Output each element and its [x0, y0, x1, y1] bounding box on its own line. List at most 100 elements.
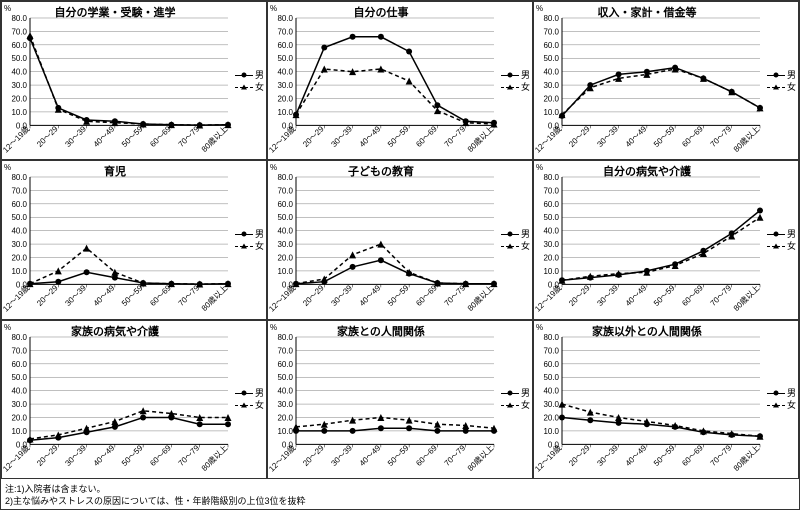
legend: 男女	[235, 228, 264, 252]
footnote-1: 注:1)入院者は含まない。	[5, 483, 306, 495]
legend-item-female: 女	[501, 240, 530, 252]
svg-text:30.0: 30.0	[11, 240, 27, 249]
legend-item-female: 女	[235, 81, 264, 93]
svg-text:40.0: 40.0	[543, 386, 559, 395]
legend-item-female: 女	[235, 399, 264, 411]
svg-text:30～39: 30～39	[595, 443, 620, 468]
svg-text:30～39: 30～39	[595, 124, 620, 149]
legend-item-female: 女	[501, 81, 530, 93]
legend-item-male: 男	[501, 387, 530, 399]
chart-grid: %自分の学業・受験・進学0.010.020.030.040.050.060.07…	[1, 1, 799, 479]
svg-text:50～59: 50～59	[386, 124, 411, 149]
svg-text:20～29: 20～29	[301, 283, 326, 308]
legend: 男女	[767, 69, 796, 93]
svg-text:30.0: 30.0	[277, 81, 293, 90]
figure-container: %自分の学業・受験・進学0.010.020.030.040.050.060.07…	[0, 0, 800, 510]
line-solid-icon	[767, 388, 785, 398]
svg-text:20.0: 20.0	[11, 94, 27, 103]
svg-text:70.0: 70.0	[277, 346, 293, 355]
line-dash-icon	[501, 241, 519, 251]
line-dash-icon	[235, 241, 253, 251]
svg-text:50.0: 50.0	[11, 54, 27, 63]
svg-text:80歳以上: 80歳以上	[465, 124, 495, 154]
footnotes: 注:1)入院者は含まない。 2)主な悩みやストレスの原因については、性・年齢階級…	[5, 483, 306, 507]
svg-text:40～49: 40～49	[624, 124, 649, 149]
svg-text:60～69: 60～69	[680, 283, 705, 308]
legend-label: 女	[255, 81, 264, 93]
svg-text:30.0: 30.0	[543, 81, 559, 90]
svg-text:30.0: 30.0	[11, 81, 27, 90]
svg-text:80.0: 80.0	[11, 173, 27, 182]
svg-text:30～39: 30～39	[63, 124, 88, 149]
svg-text:50.0: 50.0	[277, 214, 293, 223]
svg-text:20～29: 20～29	[301, 124, 326, 149]
svg-text:50.0: 50.0	[543, 214, 559, 223]
svg-text:60～69: 60～69	[414, 443, 439, 468]
svg-text:30.0: 30.0	[277, 400, 293, 409]
line-dash-icon	[767, 400, 785, 410]
svg-text:20～29: 20～29	[301, 443, 326, 468]
svg-text:70～79: 70～79	[709, 283, 734, 308]
svg-text:60.0: 60.0	[11, 41, 27, 50]
svg-text:60.0: 60.0	[11, 359, 27, 368]
svg-text:30.0: 30.0	[543, 400, 559, 409]
line-solid-icon	[501, 229, 519, 239]
legend-label: 男	[787, 228, 796, 240]
svg-text:40.0: 40.0	[11, 68, 27, 77]
svg-text:80.0: 80.0	[543, 333, 559, 342]
svg-text:50.0: 50.0	[277, 54, 293, 63]
svg-text:20～29: 20～29	[567, 283, 592, 308]
svg-text:40～49: 40～49	[358, 443, 383, 468]
svg-text:80.0: 80.0	[277, 173, 293, 182]
legend-label: 女	[521, 81, 530, 93]
chart-cell: %自分の仕事0.010.020.030.040.050.060.070.080.…	[267, 1, 533, 160]
svg-text:70～79: 70～79	[709, 443, 734, 468]
svg-text:20～29: 20～29	[35, 443, 60, 468]
svg-text:30～39: 30～39	[329, 283, 354, 308]
svg-text:20.0: 20.0	[543, 94, 559, 103]
legend-item-male: 男	[501, 228, 530, 240]
legend-item-female: 女	[767, 81, 796, 93]
svg-text:50～59: 50～59	[652, 283, 677, 308]
svg-text:50～59: 50～59	[120, 124, 145, 149]
svg-text:70.0: 70.0	[277, 27, 293, 36]
svg-text:80.0: 80.0	[11, 14, 27, 23]
line-solid-icon	[235, 70, 253, 80]
line-solid-icon	[501, 388, 519, 398]
legend: 男女	[501, 228, 530, 252]
svg-text:70.0: 70.0	[11, 27, 27, 36]
svg-text:70.0: 70.0	[277, 187, 293, 196]
svg-text:80.0: 80.0	[543, 14, 559, 23]
line-dash-icon	[767, 82, 785, 92]
legend-label: 女	[255, 399, 264, 411]
chart-cell: %家族以外との人間関係0.010.020.030.040.050.060.070…	[533, 320, 799, 479]
legend-label: 男	[521, 228, 530, 240]
svg-text:20～29: 20～29	[35, 283, 60, 308]
svg-text:80歳以上: 80歳以上	[199, 283, 229, 313]
line-dash-icon	[235, 82, 253, 92]
svg-text:70.0: 70.0	[11, 346, 27, 355]
svg-text:30.0: 30.0	[11, 400, 27, 409]
svg-text:80.0: 80.0	[277, 333, 293, 342]
legend: 男女	[767, 228, 796, 252]
legend-label: 女	[787, 81, 796, 93]
svg-text:60.0: 60.0	[277, 200, 293, 209]
svg-text:20.0: 20.0	[277, 254, 293, 263]
chart-cell: %家族との人間関係0.010.020.030.040.050.060.070.0…	[267, 320, 533, 479]
svg-text:80.0: 80.0	[277, 14, 293, 23]
svg-text:20.0: 20.0	[277, 413, 293, 422]
svg-text:60～69: 60～69	[680, 124, 705, 149]
svg-text:30～39: 30～39	[63, 443, 88, 468]
svg-text:10.0: 10.0	[11, 267, 27, 276]
legend-item-male: 男	[767, 228, 796, 240]
legend-label: 男	[255, 69, 264, 81]
svg-text:50.0: 50.0	[11, 214, 27, 223]
svg-text:40～49: 40～49	[624, 443, 649, 468]
svg-text:20.0: 20.0	[277, 94, 293, 103]
line-solid-icon	[235, 229, 253, 239]
svg-text:40～49: 40～49	[358, 283, 383, 308]
legend: 男女	[235, 387, 264, 411]
legend-item-female: 女	[767, 399, 796, 411]
svg-text:60～69: 60～69	[414, 124, 439, 149]
line-solid-icon	[767, 70, 785, 80]
